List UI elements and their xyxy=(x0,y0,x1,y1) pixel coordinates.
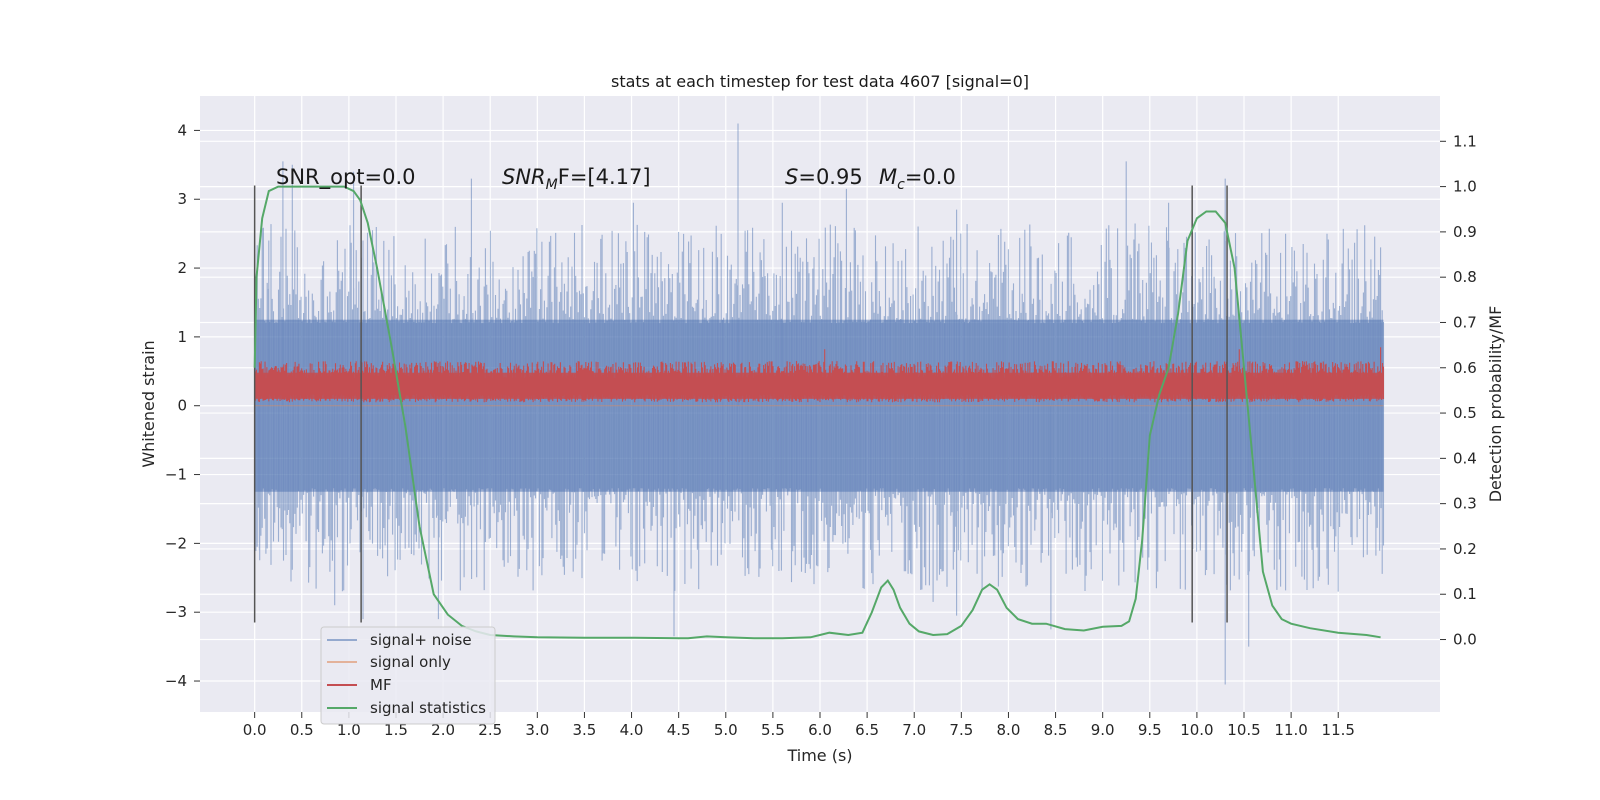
x-axis: 0.0 0.5 1.0 1.5 2.0 2.5 3.0 3.5 4.0 4.5 5.0 5.5 6.0 6… xyxy=(243,712,1355,739)
y-tick-label: 0 xyxy=(177,397,187,415)
y2-tick-label: 0.0 xyxy=(1453,631,1477,649)
x-tick-label: 3.0 xyxy=(525,721,549,739)
legend-label-signal-noise: signal+ noise xyxy=(370,631,472,649)
x-tick-label: 7.0 xyxy=(902,721,926,739)
y-tick-label: −3 xyxy=(165,603,187,621)
annotation-group: SNR_opt=0.0 SNRMF=[4.17] S=0.95 Mc=0.0 xyxy=(276,165,956,193)
x-tick-label: 10.0 xyxy=(1180,721,1213,739)
chart-title: stats at each timestep for test data 460… xyxy=(611,72,1029,91)
x-tick-label: 9.5 xyxy=(1138,721,1162,739)
legend-label-signal-only: signal only xyxy=(370,653,451,671)
y-tick-label: −1 xyxy=(165,466,187,484)
x-tick-label: 1.0 xyxy=(337,721,361,739)
legend: signal+ noise signal only MF signal stat… xyxy=(320,626,496,725)
x-tick-label: 10.5 xyxy=(1227,721,1260,739)
y2-tick-label: 0.6 xyxy=(1453,359,1477,377)
y-axis-left: 4 3 2 1 0 −1 −2 −3 −4 xyxy=(165,121,200,690)
x-tick-label: 8.0 xyxy=(997,721,1021,739)
y2-tick-label: 0.3 xyxy=(1453,495,1477,513)
annotation-snr-opt: SNR_opt=0.0 xyxy=(276,165,416,190)
series-signal-statistics xyxy=(253,185,1381,640)
legend-label-mf: MF xyxy=(370,676,392,694)
x-tick-label: 2.5 xyxy=(478,721,502,739)
y-tick-label: −2 xyxy=(165,534,187,552)
y2-tick-label: 0.4 xyxy=(1453,449,1477,467)
x-tick-label: 9.0 xyxy=(1091,721,1115,739)
x-tick-label: 1.5 xyxy=(384,721,408,739)
x-tick-label: 4.0 xyxy=(620,721,644,739)
y2-tick-label: 1.1 xyxy=(1453,132,1477,150)
x-tick-label: 5.5 xyxy=(761,721,785,739)
x-tick-label: 0.5 xyxy=(290,721,314,739)
x-tick-label: 8.5 xyxy=(1044,721,1068,739)
series-mf xyxy=(254,347,1385,403)
x-tick-label: 6.5 xyxy=(855,721,879,739)
legend-box xyxy=(320,626,496,725)
y2-tick-label: 0.2 xyxy=(1453,540,1477,558)
vertical-markers xyxy=(253,185,1228,623)
signal-statistics-line xyxy=(253,185,1381,640)
y-tick-label: −4 xyxy=(165,672,187,690)
y-tick-label: 1 xyxy=(177,328,187,346)
x-tick-label: 3.5 xyxy=(573,721,597,739)
annotation-mc: Mc=0.0 xyxy=(879,165,956,193)
x-tick-label: 7.5 xyxy=(949,721,973,739)
y2-tick-label: 0.5 xyxy=(1453,404,1477,422)
x-tick-label: 5.0 xyxy=(714,721,738,739)
y-tick-label: 2 xyxy=(177,259,187,277)
y2-tick-label: 0.1 xyxy=(1453,585,1477,603)
y-tick-label: 4 xyxy=(177,121,187,139)
y-tick-label: 3 xyxy=(177,190,187,208)
legend-label-signal-statistics: signal statistics xyxy=(370,699,486,717)
x-tick-label: 2.0 xyxy=(431,721,455,739)
annotation-snr-mf: SNRMF=[4.17] xyxy=(502,165,651,193)
y2-tick-label: 1.0 xyxy=(1453,178,1477,196)
y-axis-title: Whitened strain xyxy=(139,340,158,467)
y2-axis-title: Detection probability/MF xyxy=(1486,306,1505,503)
x-axis-title: Time (s) xyxy=(786,746,852,765)
y-axis-right: 1.1 1.0 0.9 0.8 0.7 0.6 0.5 0.4 0.3 0.2 0.1 0.0 xyxy=(1440,132,1477,649)
y2-tick-label: 0.7 xyxy=(1453,313,1477,331)
x-tick-label: 6.0 xyxy=(808,721,832,739)
y2-tick-label: 0.9 xyxy=(1453,223,1477,241)
x-tick-label: 0.0 xyxy=(243,721,267,739)
annotation-s: S=0.95 xyxy=(785,165,863,189)
x-tick-label: 11.5 xyxy=(1322,721,1355,739)
x-tick-label: 4.5 xyxy=(667,721,691,739)
x-tick-label: 11.0 xyxy=(1274,721,1307,739)
y2-tick-label: 0.8 xyxy=(1453,268,1477,286)
